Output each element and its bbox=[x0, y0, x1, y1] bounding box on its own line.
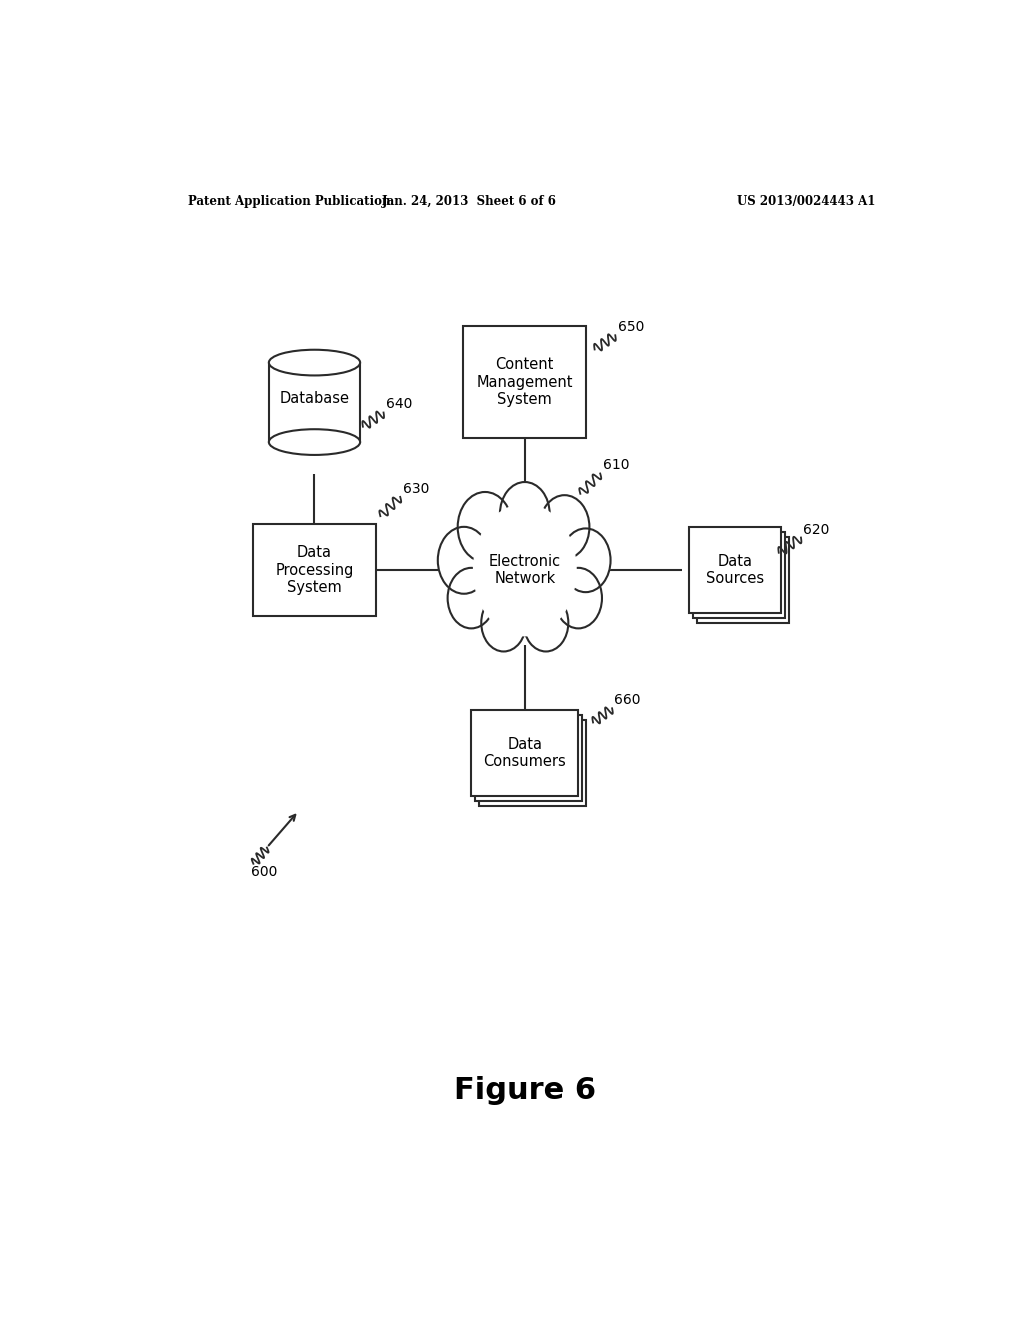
Text: 620: 620 bbox=[804, 523, 829, 536]
Text: 640: 640 bbox=[386, 397, 413, 412]
Bar bbox=[269, 363, 360, 442]
Bar bbox=[693, 532, 784, 618]
Circle shape bbox=[473, 504, 577, 636]
Text: 610: 610 bbox=[602, 458, 629, 473]
Text: 630: 630 bbox=[402, 482, 429, 496]
Circle shape bbox=[561, 528, 610, 593]
Circle shape bbox=[481, 594, 526, 652]
Text: 650: 650 bbox=[617, 321, 644, 334]
Text: 660: 660 bbox=[614, 693, 641, 708]
Bar bbox=[463, 326, 587, 438]
Bar bbox=[689, 527, 780, 614]
Text: Figure 6: Figure 6 bbox=[454, 1076, 596, 1105]
Bar bbox=[253, 524, 376, 616]
Circle shape bbox=[540, 495, 590, 558]
Text: Data
Consumers: Data Consumers bbox=[483, 737, 566, 770]
Text: US 2013/0024443 A1: US 2013/0024443 A1 bbox=[737, 194, 876, 207]
Text: Jan. 24, 2013  Sheet 6 of 6: Jan. 24, 2013 Sheet 6 of 6 bbox=[382, 194, 557, 207]
Text: Data
Sources: Data Sources bbox=[706, 554, 764, 586]
Circle shape bbox=[447, 568, 495, 628]
Circle shape bbox=[458, 492, 512, 562]
Text: Patent Application Publication: Patent Application Publication bbox=[187, 194, 390, 207]
Circle shape bbox=[523, 594, 568, 652]
Bar bbox=[471, 710, 579, 796]
Text: Data
Processing
System: Data Processing System bbox=[275, 545, 353, 595]
Bar bbox=[697, 537, 788, 623]
Text: 600: 600 bbox=[251, 865, 278, 879]
Ellipse shape bbox=[269, 429, 360, 455]
Ellipse shape bbox=[269, 350, 360, 375]
Circle shape bbox=[500, 482, 550, 545]
Circle shape bbox=[438, 527, 490, 594]
Circle shape bbox=[555, 568, 602, 628]
Bar bbox=[479, 719, 587, 807]
Bar bbox=[475, 715, 583, 801]
Text: Content
Management
System: Content Management System bbox=[476, 358, 573, 407]
Circle shape bbox=[479, 512, 570, 628]
Text: Database: Database bbox=[280, 391, 349, 405]
Text: Electronic
Network: Electronic Network bbox=[488, 554, 561, 586]
